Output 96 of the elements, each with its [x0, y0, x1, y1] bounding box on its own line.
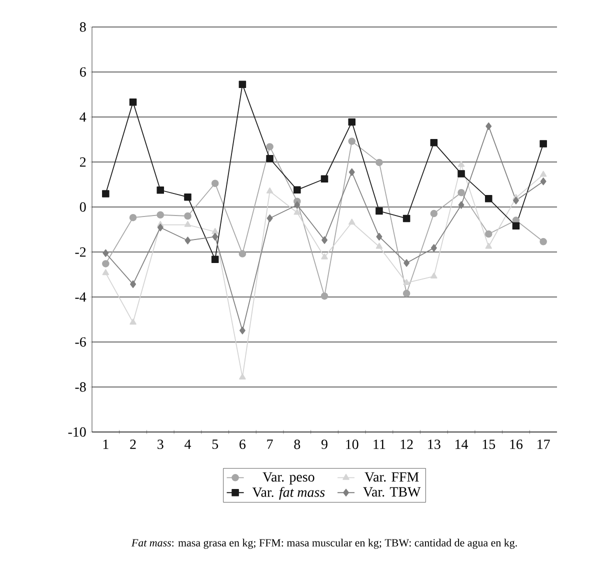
point — [376, 232, 382, 241]
y-tick-label: -6 — [75, 337, 86, 347]
point — [102, 249, 109, 257]
point — [321, 253, 328, 260]
point — [211, 180, 219, 188]
point — [266, 214, 273, 222]
y-tick-label: 6 — [80, 67, 86, 77]
point — [129, 214, 137, 222]
x-tick-label: 17 — [538, 440, 550, 449]
point — [376, 158, 383, 166]
x-tick-label: 2 — [130, 440, 136, 449]
point — [239, 326, 246, 334]
point — [320, 175, 328, 183]
point — [486, 122, 492, 130]
x-tick-label: 14 — [456, 440, 468, 449]
point — [322, 236, 328, 244]
point — [484, 230, 492, 238]
point — [184, 212, 192, 220]
x-tick-label: 16 — [510, 440, 523, 450]
point — [212, 228, 218, 234]
legend-label: Var. peso — [262, 472, 314, 484]
point — [458, 188, 465, 196]
point — [130, 318, 136, 325]
x-tick-label: 12 — [400, 440, 413, 449]
point — [239, 373, 246, 380]
point — [294, 201, 300, 209]
point — [211, 256, 219, 264]
point — [238, 80, 246, 88]
point — [102, 269, 110, 276]
point — [404, 259, 410, 267]
point — [540, 238, 547, 246]
legend-label: Var. fat mass — [252, 486, 325, 500]
point — [458, 170, 465, 178]
x-tick-label: 3 — [158, 440, 164, 450]
point — [320, 292, 328, 300]
point — [512, 196, 519, 204]
point — [184, 236, 191, 244]
point — [540, 140, 547, 148]
point — [403, 278, 410, 285]
y-tick-label: -10 — [68, 427, 86, 437]
x-tick-label: 10 — [346, 440, 358, 450]
point — [402, 214, 410, 222]
point — [348, 138, 356, 145]
x-tick-label: 6 — [240, 440, 246, 450]
y-tick-label: -2 — [75, 247, 86, 257]
point — [184, 220, 192, 227]
point — [348, 218, 356, 225]
point — [266, 154, 274, 162]
y-tick-label: -4 — [75, 292, 86, 302]
point — [430, 210, 438, 218]
x-tick-label: 5 — [212, 440, 218, 449]
point — [376, 207, 383, 215]
legend-label: Var. TBW — [363, 487, 421, 497]
y-tick-label: 8 — [80, 22, 86, 32]
x-tick-label: 11 — [374, 440, 386, 449]
point — [430, 272, 438, 278]
x-tick-label: 7 — [267, 440, 273, 449]
point — [376, 242, 383, 249]
point — [294, 186, 301, 194]
y-tick-label: 0 — [80, 202, 86, 212]
legend-label: Var. FFM — [364, 472, 419, 482]
point — [430, 139, 438, 146]
y-tick-label: 4 — [80, 112, 86, 122]
point — [348, 118, 356, 126]
point — [102, 190, 110, 198]
point — [458, 160, 465, 167]
point — [266, 143, 274, 150]
point — [348, 168, 355, 176]
x-tick-label: 1 — [103, 440, 108, 449]
point — [156, 186, 164, 194]
x-tick-label: 8 — [294, 440, 300, 450]
point — [540, 178, 546, 186]
point — [484, 195, 492, 202]
x-tick-label: 13 — [428, 440, 440, 450]
point — [130, 280, 136, 288]
point — [102, 260, 110, 268]
point — [402, 290, 410, 298]
point — [266, 187, 274, 194]
point — [212, 232, 218, 241]
point — [512, 222, 520, 230]
point — [184, 193, 192, 201]
y-tick-label: -8 — [75, 382, 86, 392]
x-tick-label: 4 — [184, 440, 192, 449]
point — [238, 250, 246, 258]
point — [156, 211, 164, 219]
point — [294, 208, 301, 215]
point — [540, 170, 547, 177]
point — [458, 201, 464, 209]
point — [485, 242, 492, 249]
x-tick-label: 15 — [482, 440, 496, 449]
point — [129, 98, 137, 106]
text: Fat mass: masa grasa en kg; FFM: masa muscular en kg; TBW: cantidad de agua en kg. — [131, 538, 517, 549]
x-tick-label: 9 — [321, 440, 328, 450]
point — [430, 244, 437, 252]
point — [157, 224, 164, 232]
y-tick-label: 2 — [80, 157, 86, 167]
